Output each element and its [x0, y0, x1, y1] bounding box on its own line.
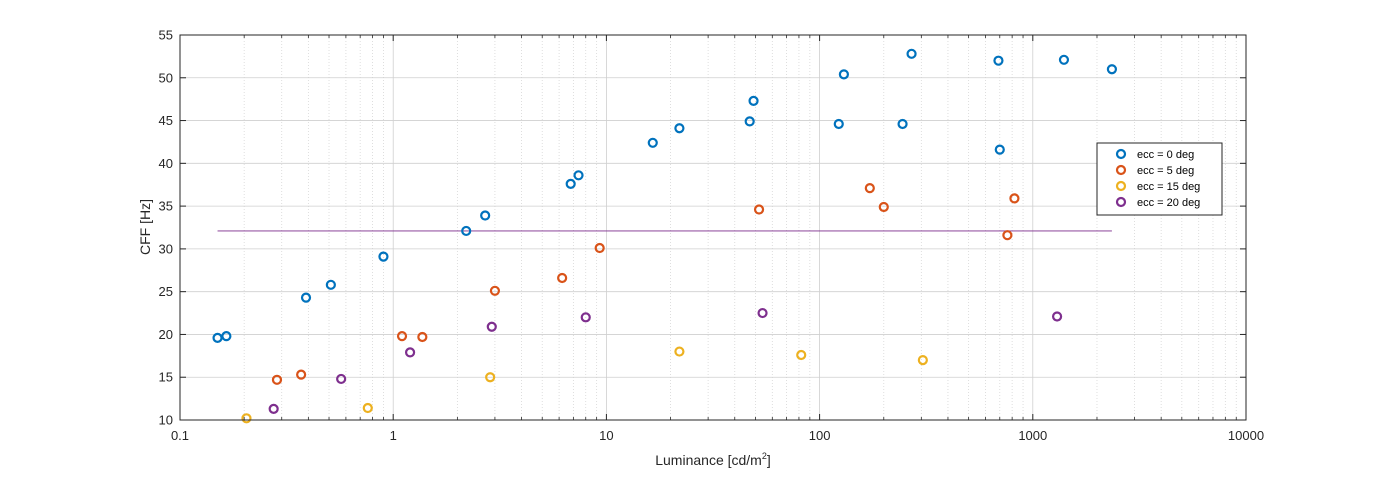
x-tick-label: 1	[390, 428, 397, 443]
data-point	[378, 251, 389, 262]
y-tick-label: 15	[159, 370, 173, 385]
data-point	[241, 413, 252, 424]
data-point	[573, 170, 584, 181]
x-axis-label-main: Luminance [cd/m	[655, 452, 762, 468]
y-tick-label: 20	[159, 327, 173, 342]
series-2	[241, 346, 928, 424]
legend-marker	[1115, 196, 1127, 208]
minor-gridlines	[243, 35, 1237, 420]
y-axis-label: CFF [Hz]	[137, 199, 153, 255]
data-point	[489, 285, 501, 296]
x-tick-label: 100	[809, 428, 831, 443]
data-point	[878, 201, 889, 213]
y-tick-label: 40	[159, 156, 173, 171]
x-axis-label-tail: ]	[767, 452, 771, 468]
legend: ecc = 0 deg ecc = 5 deg ecc = 15 deg ecc = …	[1096, 142, 1223, 216]
data-point	[480, 210, 491, 221]
legend-marker	[1115, 148, 1127, 160]
legend-items: ecc = 0 deg ecc = 5 deg ecc = 15 deg ecc = …	[1115, 148, 1200, 209]
series-3	[268, 307, 1063, 414]
data-point	[674, 346, 685, 357]
x-axis-label-sup: 2	[762, 451, 767, 461]
data-point	[580, 312, 591, 323]
y-tick-label: 55	[159, 28, 173, 43]
data-points	[212, 48, 1118, 424]
data-point	[994, 144, 1005, 155]
data-point	[1009, 193, 1020, 204]
data-point	[565, 178, 576, 189]
data-point	[300, 292, 312, 303]
data-point	[594, 242, 605, 254]
data-point	[1051, 311, 1063, 322]
data-point	[993, 55, 1004, 66]
y-tick-label: 10	[159, 413, 173, 428]
plot-frame	[179, 34, 1247, 421]
data-point	[674, 123, 685, 134]
legend-label: ecc = 5 deg	[1137, 165, 1194, 177]
y-tick-label: 35	[159, 199, 173, 214]
x-tick-label: 10000	[1228, 428, 1264, 443]
data-point	[221, 331, 232, 342]
data-point	[362, 402, 373, 414]
y-tick-labels: 10 15 20 25 30 35 40 45 50 55	[159, 28, 173, 428]
data-point	[486, 321, 497, 332]
data-point	[325, 279, 336, 290]
data-point	[647, 137, 658, 148]
data-point	[557, 272, 568, 284]
x-tick-label: 1000	[1018, 428, 1047, 443]
series-1	[271, 183, 1020, 385]
data-point	[1106, 64, 1118, 75]
data-point	[336, 373, 347, 385]
data-point	[744, 116, 755, 127]
data-point	[268, 403, 279, 414]
data-point	[404, 347, 416, 358]
data-point	[1058, 54, 1070, 65]
x-axis-label: Luminance [cd/m2]	[655, 451, 771, 468]
plot-area	[180, 35, 1246, 420]
data-point	[838, 69, 849, 80]
data-point	[396, 331, 408, 342]
y-tick-label: 30	[159, 241, 173, 256]
series-0	[212, 48, 1118, 343]
y-tick-label: 25	[159, 284, 173, 299]
y-tick-label: 50	[159, 70, 173, 85]
legend-label: ecc = 0 deg	[1137, 149, 1194, 161]
data-point	[485, 372, 496, 383]
data-point	[1002, 230, 1013, 241]
data-point	[417, 331, 428, 343]
data-point	[212, 332, 223, 343]
legend-label: ecc = 20 deg	[1137, 197, 1200, 209]
data-point	[748, 95, 759, 106]
data-point	[906, 48, 917, 59]
data-point	[757, 307, 768, 319]
legend-marker	[1115, 180, 1127, 192]
data-point	[461, 225, 472, 237]
x-tick-labels: 0.1 1 10 100 1000 10000	[171, 428, 1264, 443]
axis-ticks	[179, 34, 1247, 421]
data-point	[917, 355, 928, 366]
data-point	[296, 369, 307, 380]
data-point	[271, 374, 283, 385]
data-point	[753, 204, 765, 215]
data-point	[796, 349, 807, 361]
data-point	[864, 183, 875, 194]
x-tick-label: 0.1	[171, 428, 189, 443]
y-tick-label: 45	[159, 113, 173, 128]
data-point	[833, 118, 844, 130]
x-tick-label: 10	[599, 428, 613, 443]
legend-label: ecc = 15 deg	[1137, 181, 1200, 193]
legend-marker	[1115, 164, 1127, 176]
data-point	[897, 118, 908, 130]
